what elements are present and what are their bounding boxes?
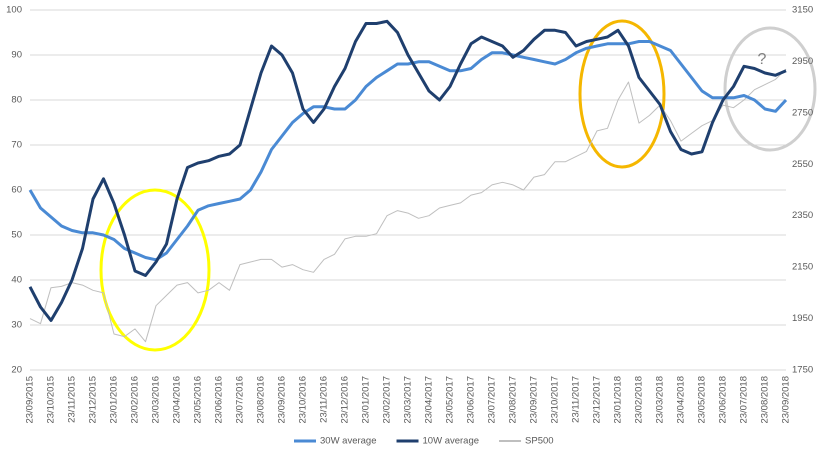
y2-tick-label: 2950	[792, 56, 813, 67]
series-line	[28, 19, 787, 322]
x-tick-label: 23/08/2018	[760, 376, 771, 424]
x-tick-label: 23/05/2017	[445, 376, 456, 424]
y-tick-label: 20	[11, 365, 22, 376]
x-tick-label: 23/05/2016	[193, 376, 204, 424]
y2-tick-label: 2150	[792, 262, 813, 273]
y-tick-label: 80	[11, 95, 22, 106]
x-tick-label: 23/02/2018	[634, 376, 645, 424]
x-tick-label: 23/02/2016	[130, 376, 141, 424]
y-tick-label: 60	[11, 185, 22, 196]
y-tick-label: 50	[11, 230, 22, 241]
y-tick-label: 70	[11, 140, 22, 151]
y2-tick-label: 2750	[792, 107, 813, 118]
x-tick-label: 23/10/2017	[550, 376, 561, 424]
highlight-ellipse	[578, 19, 666, 169]
x-tick-label: 23/09/2015	[25, 376, 36, 424]
x-tick-label: 23/09/2018	[781, 376, 792, 424]
annotation: ?	[758, 51, 767, 68]
x-tick-label: 23/04/2016	[172, 376, 183, 424]
x-tick-label: 23/11/2015	[67, 376, 78, 423]
x-tick-label: 23/06/2017	[466, 376, 477, 424]
y-tick-label: 40	[11, 275, 22, 286]
legend-label: SP500	[525, 436, 554, 447]
x-tick-label: 23/07/2016	[235, 376, 246, 424]
y2-tick-label: 1950	[792, 313, 813, 324]
x-tick-label: 23/04/2017	[424, 376, 435, 424]
highlight-ellipse	[723, 26, 817, 152]
x-tick-label: 23/07/2018	[739, 376, 750, 424]
legend-label: 10W average	[423, 436, 480, 447]
y2-tick-label: 2550	[792, 159, 813, 170]
x-tick-label: 23/12/2015	[88, 376, 99, 424]
x-tick-label: 23/08/2016	[256, 376, 267, 424]
x-tick-label: 23/03/2017	[403, 376, 414, 424]
x-tick-label: 23/01/2017	[361, 376, 372, 424]
x-tick-label: 23/05/2018	[697, 376, 708, 424]
x-tick-label: 23/11/2016	[319, 376, 330, 423]
y2-tick-label: 2350	[792, 210, 813, 221]
y-tick-label: 90	[11, 50, 22, 61]
y-tick-label: 30	[11, 320, 22, 331]
x-tick-label: 23/10/2015	[46, 376, 57, 424]
x-tick-label: 23/03/2016	[151, 376, 162, 424]
legend-label: 30W average	[320, 436, 377, 447]
y2-tick-label: 3150	[792, 5, 813, 16]
x-tick-label: 23/03/2018	[655, 376, 666, 424]
x-tick-label: 23/01/2018	[613, 376, 624, 424]
x-tick-label: 23/09/2017	[529, 376, 540, 424]
x-tick-label: 23/11/2017	[571, 376, 582, 423]
x-tick-label: 23/02/2017	[382, 376, 393, 424]
y-tick-label: 100	[6, 5, 22, 16]
series-line	[28, 40, 788, 262]
series-line	[29, 68, 787, 343]
x-tick-label: 23/07/2017	[487, 376, 498, 424]
x-tick-label: 23/10/2016	[298, 376, 309, 424]
x-tick-label: 23/12/2017	[592, 376, 603, 424]
x-tick-label: 23/06/2018	[718, 376, 729, 424]
x-tick-label: 23/09/2016	[277, 376, 288, 424]
x-tick-label: 23/12/2016	[340, 376, 351, 424]
highlight-ellipse	[99, 188, 211, 352]
x-tick-label: 23/01/2016	[109, 376, 120, 424]
x-tick-label: 23/06/2016	[214, 376, 225, 424]
x-tick-label: 23/04/2018	[676, 376, 687, 424]
x-tick-label: 23/08/2017	[508, 376, 519, 424]
y2-tick-label: 1750	[792, 365, 813, 376]
